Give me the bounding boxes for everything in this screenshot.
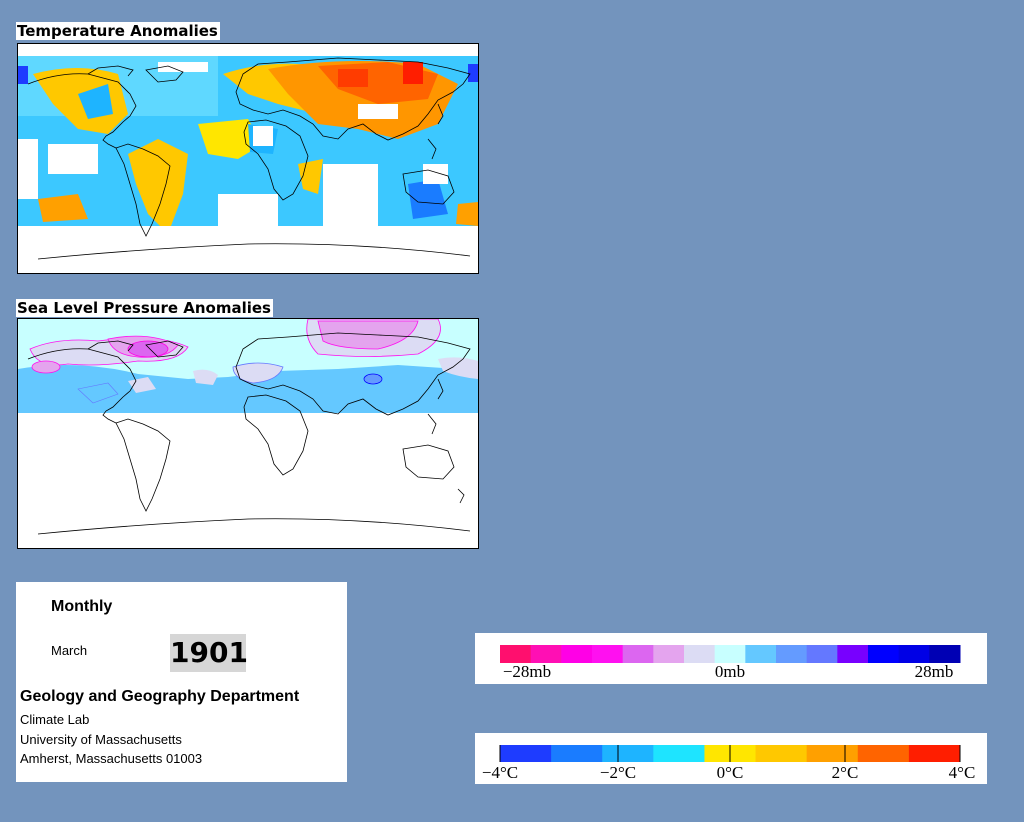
department-name: Geology and Geography Department	[20, 688, 300, 705]
temperature-coastlines	[27, 57, 471, 260]
temperature-legend-label: −4°C	[482, 763, 518, 782]
pressure-legend-label: 28mb	[915, 662, 954, 681]
pressure-coastlines	[27, 332, 471, 535]
legend-swatch	[684, 645, 716, 663]
pressure-legend-label: 0mb	[715, 662, 745, 681]
lab-name: Climate Lab	[20, 712, 90, 727]
legend-swatch	[868, 645, 900, 663]
temperature-anomaly-map	[17, 43, 479, 274]
pressure-legend-svg: −28mb 0mb 28mb	[500, 645, 961, 681]
info-panel: Monthly March 1901 Geology and Geography…	[16, 582, 347, 782]
frequency-label: Monthly	[51, 598, 113, 615]
year-display: 1901	[170, 634, 248, 672]
legend-swatch	[929, 645, 961, 663]
legend-swatch	[755, 745, 808, 762]
temperature-anomaly-field	[18, 44, 478, 273]
university-name: University of Massachusetts	[20, 732, 182, 747]
legend-swatch	[551, 745, 603, 762]
legend-swatch	[561, 645, 593, 663]
legend-swatch	[806, 645, 838, 663]
month-label: March	[51, 643, 88, 658]
temperature-legend-swatches	[499, 745, 961, 762]
legend-swatch	[500, 645, 532, 663]
legend-swatch	[714, 645, 746, 663]
pressure-anomaly-map	[17, 318, 479, 549]
temperature-legend-label: 2°C	[832, 763, 859, 782]
temperature-panel-title: Temperature Anomalies	[16, 22, 220, 40]
legend-swatch	[806, 745, 859, 762]
temperature-map-svg	[18, 44, 478, 273]
pressure-legend-label: −28mb	[503, 662, 551, 681]
legend-swatch	[653, 745, 705, 762]
legend-swatch	[745, 645, 777, 663]
legend-swatch	[837, 645, 869, 663]
legend-swatch	[622, 645, 654, 663]
legend-swatch	[530, 645, 562, 663]
legend-swatch	[898, 645, 930, 663]
pressure-panel-title: Sea Level Pressure Anomalies	[16, 299, 273, 317]
pressure-map-svg	[18, 319, 478, 535]
address-line: Amherst, Massachusetts 01003	[20, 751, 203, 766]
legend-swatch	[602, 745, 654, 762]
legend-swatch	[776, 645, 808, 663]
temperature-legend: −4°C −2°C 0°C 2°C 4°C	[475, 733, 987, 784]
legend-swatch	[592, 645, 624, 663]
pressure-legend: −28mb 0mb 28mb	[475, 633, 987, 684]
temperature-legend-label: 4°C	[949, 763, 976, 782]
legend-swatch	[500, 745, 552, 762]
pressure-anomaly-field	[18, 319, 478, 413]
pressure-legend-swatches	[500, 645, 961, 663]
legend-swatch	[653, 645, 685, 663]
temperature-legend-label: 0°C	[717, 763, 744, 782]
temperature-legend-label: −2°C	[600, 763, 636, 782]
legend-swatch	[857, 745, 910, 762]
legend-swatch	[908, 745, 961, 762]
temperature-legend-svg: −4°C −2°C 0°C 2°C 4°C	[482, 745, 976, 782]
